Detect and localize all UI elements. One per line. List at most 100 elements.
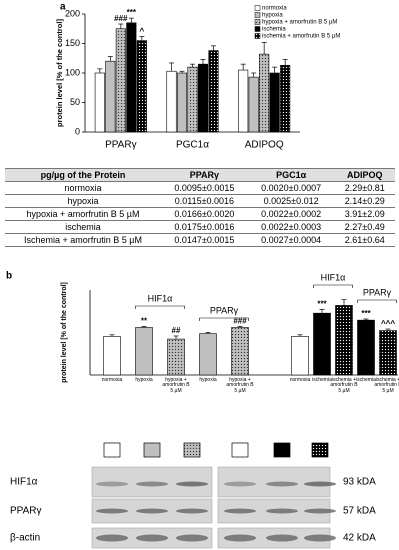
header-cell: ADIPOQ [334,168,395,182]
header-cell: PPARγ [161,168,248,182]
bar [166,70,177,133]
table-cell: hypoxia [5,194,161,208]
x-tick-label: normoxia [289,377,311,383]
legend-swatch [254,12,261,18]
legend-label: normoxia [262,6,287,12]
significance-label: ### [114,14,128,23]
bar [269,72,280,133]
y-tick-label: 50 [70,97,80,107]
panel-label: b [6,271,12,282]
panel-label: a [60,2,66,13]
table-cell: 2.14±0.29 [334,194,395,208]
blot-band [304,481,336,487]
x-tick-label: ADIPOQ [245,140,284,151]
table-cell: 3.91±2.09 [334,207,395,221]
x-tick-label: hypoxia + amorfrutin B 5 µM [162,377,190,394]
bar [313,312,331,376]
bar [379,330,397,376]
bar [105,60,116,133]
table-cell: 0.0022±0.0003 [247,220,335,234]
table-cell: hypoxia + amorfrutin B 5 µM [5,207,161,221]
table-cell: 2.61±0.64 [334,233,395,247]
bar [126,22,137,133]
table-cell: 0.0175±0.0016 [161,220,248,234]
blot-band [266,534,298,542]
blot-band [266,508,298,514]
x-tick-label: PPARγ [105,140,137,151]
significance-label: ### [233,316,247,325]
y-tick-label: 0 [75,126,80,136]
legend-label: hypoxia [262,13,283,19]
table-row: normoxia 0.0095±0.0015 0.0020±0.0007 2.29±0… [5,181,395,195]
table-header: pg/µg of the Protein PPARγ PGC1α ADIPOQ [5,168,395,182]
legend-swatch [254,26,261,32]
table-row: Ischemia + amorfrutin B 5 µM 0.0147±0.001… [5,233,395,247]
legend-swatch [254,19,261,25]
x-tick-label: hypoxia + amorfrutin B 5 µM [226,377,254,394]
legend-label: hypoxia + amorfrutin B 5 µM [262,20,337,26]
y-tick-label: 100 [65,67,80,77]
condition-key [273,442,291,458]
y-tick-label: 150 [65,38,80,48]
bar [238,69,249,133]
bracket-label: HIF1α [148,293,173,303]
blot-band [176,481,208,487]
blot-size: 57 kDA [343,506,376,517]
blot-band [266,481,298,487]
significance-label: ^ [139,27,144,36]
bracket-label: PPARγ [210,305,239,315]
bar [280,65,291,133]
table-row: hypoxia + amorfrutin B 5 µM 0.0166±0.0020… [5,207,395,221]
bar [187,66,198,133]
significance-label: *** [127,8,137,17]
x-tick-label: PGC1α [176,140,209,151]
condition-key [143,442,161,458]
table-cell: 0.0020±0.0007 [247,181,335,195]
table-cell: 2.27±0.49 [334,220,395,234]
condition-key [231,442,249,458]
header-cell: PGC1α [247,168,335,182]
x-tick-label: normoxia [101,377,123,383]
table-cell: normoxia [5,181,161,195]
bracket [135,305,185,309]
bracket-label: PPARγ [363,287,392,297]
blot-band [96,508,128,514]
blot-band [136,481,168,487]
blot-band [136,534,168,542]
significance-label: ## [172,326,181,335]
bracket [199,317,249,321]
bracket-label: HIF1α [321,272,346,282]
blot-band [224,534,256,542]
blot-band [96,534,128,542]
blot-band [224,508,256,514]
bar [136,40,147,133]
bar [167,338,185,376]
blot-band [136,508,168,514]
table-cell: 0.0027±0.0004 [247,233,335,247]
bar [115,28,126,133]
x-tick-label: hypoxia [135,377,153,383]
table-cell: 0.0095±0.0015 [161,181,248,195]
blot-band [176,508,208,514]
bar [135,327,153,376]
x-tick-label: ischemia [356,377,376,383]
data-table: pg/µg of the Protein PPARγ PGC1α ADIPOQ … [5,168,395,247]
table-cell: ischemia [5,220,161,234]
blot-label: PPARγ [10,506,42,517]
bar [94,72,105,133]
table-cell: Ischemia + amorfrutin B 5 µM [5,233,161,247]
bar [197,63,209,133]
legend-label: ischemia + amorfrutin B 5 µM [262,34,340,40]
bar [176,72,188,133]
blot-label: β-actin [10,533,40,544]
table-cell: 0.0025±0.012 [247,194,335,208]
significance-label: *** [317,299,327,308]
bar [208,50,219,133]
table-cell: 0.0147±0.0015 [161,233,248,247]
blot-size: 93 kDA [343,477,376,488]
table-row: hypoxia 0.0115±0.0016 0.0025±0.012 2.14±0.2… [5,194,395,208]
condition-key [103,442,121,458]
legend-swatch [254,5,261,11]
